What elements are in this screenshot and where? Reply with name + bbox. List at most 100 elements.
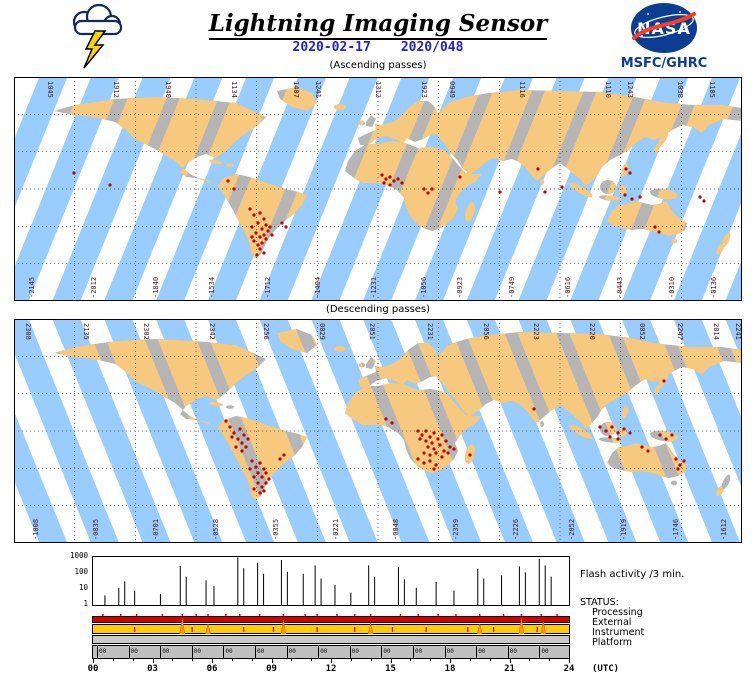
svg-text:0052: 0052 xyxy=(638,323,646,340)
time-axis-tick xyxy=(112,659,114,661)
svg-text:-0310: -0310 xyxy=(668,277,676,298)
storm-cloud-lightning-icon xyxy=(72,4,123,69)
svg-text:-1008: -1008 xyxy=(32,519,40,540)
time-axis-tick xyxy=(331,659,332,663)
svg-text:2220: 2220 xyxy=(588,323,596,340)
time-axis-tick xyxy=(132,659,134,661)
svg-text:-0701: -0701 xyxy=(152,519,160,540)
flash-chart-ytick: 10 xyxy=(78,583,88,592)
svg-text:-1712: -1712 xyxy=(264,277,272,298)
svg-text:-2226: -2226 xyxy=(512,519,520,540)
time-axis-tick xyxy=(231,659,233,661)
time-axis-label: 00 xyxy=(87,664,99,674)
svg-text:-2052: -2052 xyxy=(568,519,576,540)
orbit-time-label: 00 xyxy=(99,648,107,655)
time-axis-tick xyxy=(291,659,293,661)
orbit-time-label: 00 xyxy=(415,648,423,655)
day-of-year-link[interactable]: 2020/048 xyxy=(400,40,464,55)
svg-text:-0136: -0136 xyxy=(710,277,718,298)
svg-text:-0443: -0443 xyxy=(616,277,624,298)
time-axis-tick xyxy=(410,659,412,661)
svg-text:1940: 1940 xyxy=(164,81,172,98)
svg-text:-0749: -0749 xyxy=(508,277,516,298)
svg-text:-1919: -1919 xyxy=(620,519,628,540)
orbit-time-label: 00 xyxy=(320,648,328,655)
svg-text:-1612: -1612 xyxy=(720,519,728,540)
svg-text:2308: 2308 xyxy=(24,323,32,340)
svg-text:-0923: -0923 xyxy=(456,277,464,298)
orbit-time-label: 00 xyxy=(541,648,549,655)
time-axis: 00 03 06 09 12 15 18 21 24 (UTC) xyxy=(88,659,692,677)
svg-text:-2359: -2359 xyxy=(452,519,460,540)
flash-chart-ytick: 100 xyxy=(74,567,88,576)
orbit-tick xyxy=(286,646,288,658)
time-axis-tick xyxy=(212,659,213,663)
date-link[interactable]: 2020-02-17 xyxy=(292,40,371,55)
flash-activity-chart xyxy=(92,556,570,606)
page-title-wrap: Lightning Imaging Sensor xyxy=(0,10,756,40)
svg-text:1312: 1312 xyxy=(374,81,382,98)
orbit-time-label: 00 xyxy=(446,648,454,655)
svg-text:1243: 1243 xyxy=(626,81,634,98)
instrument-event-spikes xyxy=(134,617,546,634)
orbit-tick xyxy=(444,646,446,658)
svg-text:2302: 2302 xyxy=(142,323,150,340)
status-row-platform xyxy=(92,635,570,644)
orbit-tick xyxy=(223,646,225,658)
descending-caption: (Descending passes) xyxy=(325,304,431,315)
svg-text:-1534: -1534 xyxy=(208,277,216,298)
time-axis-label: 09 xyxy=(266,664,277,674)
svg-text:-2145: -2145 xyxy=(28,277,36,298)
flash-activity-series xyxy=(104,557,552,605)
orbit-tick xyxy=(381,646,383,658)
svg-text:-0048: -0048 xyxy=(392,519,400,540)
orbit-time-label: 00 xyxy=(225,648,233,655)
svg-text:1045: 1045 xyxy=(46,81,54,98)
nasa-wordmark: NASA xyxy=(637,19,691,38)
status-legend-row: Processing xyxy=(592,607,643,618)
orbit-time-label: 00 xyxy=(478,648,486,655)
time-axis-unit: (UTC) xyxy=(592,664,620,674)
time-axis-tick xyxy=(430,659,432,661)
status-row-external xyxy=(92,616,570,623)
time-axis-label: 03 xyxy=(147,664,158,674)
svg-text:2051: 2051 xyxy=(368,323,376,340)
flash-chart-ytick: 1000 xyxy=(69,551,88,560)
time-axis-label: 21 xyxy=(504,664,515,674)
svg-text:2223: 2223 xyxy=(532,323,540,340)
svg-text:2135: 2135 xyxy=(82,323,90,340)
time-axis-tick xyxy=(489,659,491,661)
svg-text:2241: 2241 xyxy=(734,323,742,340)
orbit-tick xyxy=(255,646,256,658)
orbit-tick xyxy=(128,646,130,658)
time-axis-tick xyxy=(271,659,273,663)
svg-text:0029: 0029 xyxy=(318,323,326,340)
svg-text:2342: 2342 xyxy=(208,323,216,340)
svg-text:1038: 1038 xyxy=(676,81,684,98)
svg-text:-1746: -1746 xyxy=(672,519,680,540)
svg-text:-0221: -0221 xyxy=(332,519,340,540)
orbit-tick xyxy=(539,646,541,658)
time-axis-label: 15 xyxy=(385,664,396,674)
time-axis-tick xyxy=(172,659,174,661)
orbit-tick xyxy=(413,646,414,658)
svg-text:1241: 1241 xyxy=(314,81,322,98)
orbit-tick xyxy=(507,646,509,658)
orbit-time-label: 00 xyxy=(509,648,518,655)
orbit-time-label: 00 xyxy=(383,648,391,655)
svg-text:1110: 1110 xyxy=(604,81,612,98)
svg-text:2247: 2247 xyxy=(676,323,684,340)
time-axis-tick xyxy=(549,659,551,661)
nasa-red-swoosh xyxy=(632,12,696,40)
svg-text:1912: 1912 xyxy=(112,81,120,98)
status-legend-row: External xyxy=(592,617,632,628)
svg-text:-1840: -1840 xyxy=(152,277,160,298)
svg-text:2014: 2014 xyxy=(712,323,720,340)
orbit-tick xyxy=(97,646,98,658)
lightning-bolt xyxy=(83,30,107,69)
svg-text:-0355: -0355 xyxy=(272,519,280,540)
